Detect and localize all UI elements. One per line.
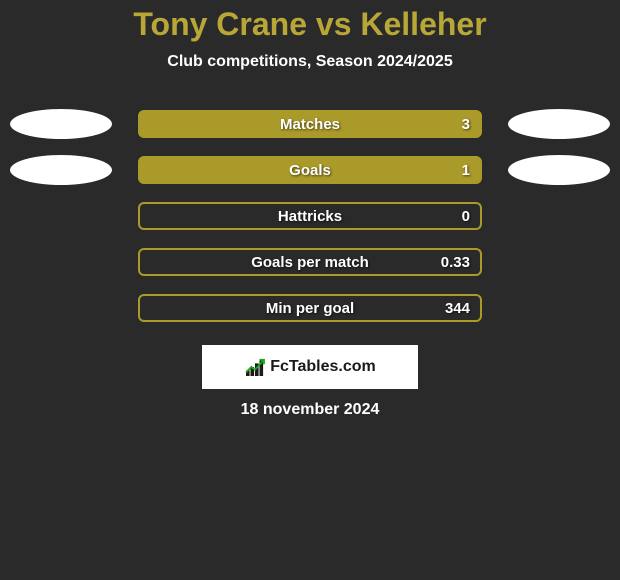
stat-value: 1 <box>462 162 470 179</box>
stat-row: Matches 3 <box>0 101 620 147</box>
player-oval-left <box>10 109 112 139</box>
stat-value: 3 <box>462 116 470 133</box>
stat-value: 0.33 <box>441 254 470 271</box>
stat-row: Min per goal 344 <box>0 285 620 331</box>
player-oval-right <box>508 109 610 139</box>
stat-label: Matches <box>280 116 340 133</box>
page-title: Tony Crane vs Kelleher <box>0 6 620 43</box>
stat-row: Goals 1 <box>0 147 620 193</box>
stat-row: Goals per match 0.33 <box>0 239 620 285</box>
stat-bar: Goals 1 <box>138 156 482 184</box>
stat-label: Goals <box>289 162 331 179</box>
bar-chart-icon <box>244 358 266 376</box>
date-label: 18 november 2024 <box>0 401 620 419</box>
player-oval-left <box>10 155 112 185</box>
stat-row: Hattricks 0 <box>0 193 620 239</box>
stats-list: Matches 3 Goals 1 Hattricks 0 Goals per match 0… <box>0 101 620 331</box>
stat-value: 0 <box>462 208 470 225</box>
subtitle: Club competitions, Season 2024/2025 <box>0 53 620 71</box>
stat-value: 344 <box>445 300 470 317</box>
stat-label: Hattricks <box>278 208 342 225</box>
player-oval-right <box>508 155 610 185</box>
stat-label: Min per goal <box>266 300 354 317</box>
stat-bar: Hattricks 0 <box>138 202 482 230</box>
logo-text: FcTables.com <box>270 358 376 376</box>
comparison-card: Tony Crane vs Kelleher Club competitions… <box>0 0 620 580</box>
stat-bar: Goals per match 0.33 <box>138 248 482 276</box>
stat-bar: Min per goal 344 <box>138 294 482 322</box>
stat-bar: Matches 3 <box>138 110 482 138</box>
logo-box[interactable]: FcTables.com <box>202 345 418 389</box>
stat-label: Goals per match <box>251 254 369 271</box>
